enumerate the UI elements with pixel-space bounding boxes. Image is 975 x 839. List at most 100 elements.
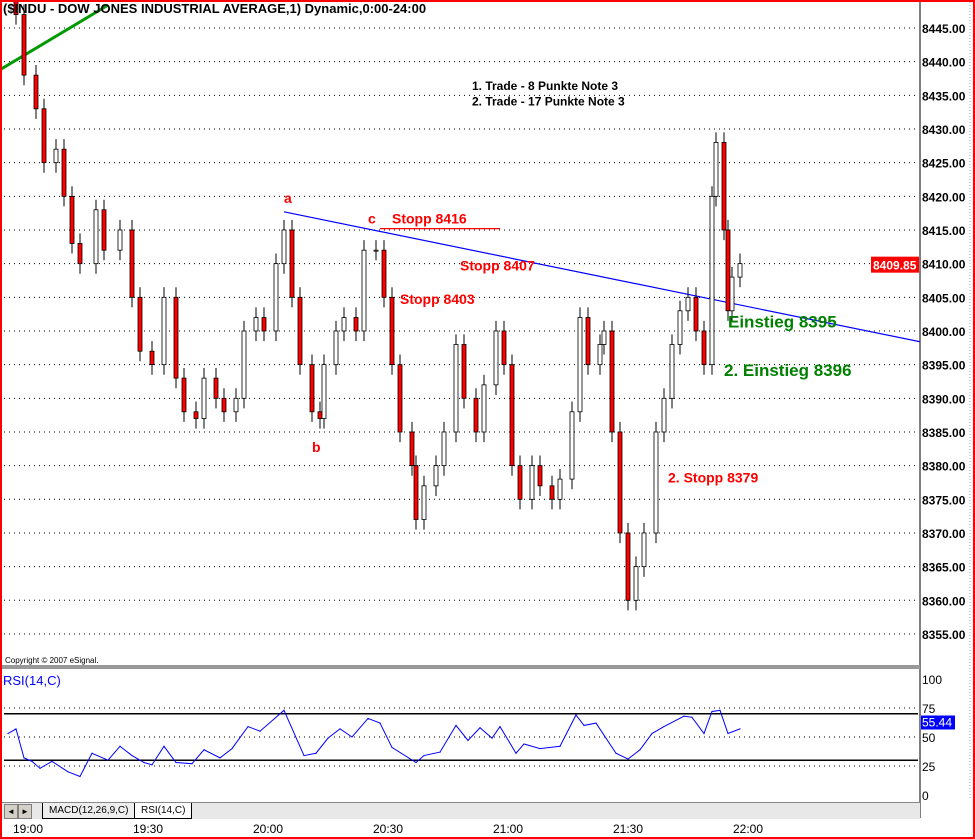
rsi-point <box>283 709 285 711</box>
candle <box>617 431 623 534</box>
rsi-point <box>559 745 561 747</box>
rsi-point <box>691 716 693 718</box>
rsi-point <box>119 745 121 747</box>
y-tick-label: 8375.00 <box>922 493 966 507</box>
x-tick-label: 20:30 <box>373 822 403 836</box>
scroll-right-icon[interactable]: ► <box>18 804 32 819</box>
rsi-point <box>315 752 317 754</box>
candle <box>101 209 107 251</box>
candle <box>661 397 667 433</box>
rsi-value-label: 55.44 <box>922 716 952 730</box>
candle <box>433 465 439 487</box>
rsi-point <box>151 764 153 766</box>
panel-divider <box>2 665 920 669</box>
rsi-point <box>491 737 493 739</box>
y-tick-label: 8390.00 <box>922 392 966 406</box>
candle <box>569 411 575 480</box>
annotation: Einstieg 8395 <box>728 313 837 332</box>
y-tick-label: 8435.00 <box>922 89 966 103</box>
x-tick-label: 21:00 <box>493 822 523 836</box>
rsi-point <box>523 743 525 745</box>
rsi-point <box>247 725 249 728</box>
rsi-line <box>7 709 741 778</box>
annotation: Stopp 8416 <box>392 210 467 226</box>
rsi-tick-label: 100 <box>922 673 942 687</box>
rsi-point <box>415 761 417 764</box>
candle <box>677 310 683 345</box>
candle <box>473 397 479 433</box>
candle <box>441 431 447 467</box>
rsi-point <box>515 752 517 754</box>
candle <box>585 317 591 366</box>
annotation: Stopp 8403 <box>400 291 475 307</box>
candle <box>729 276 735 312</box>
trendline <box>283 211 921 343</box>
y-tick-label: 8405.00 <box>922 291 966 305</box>
rsi-point <box>203 749 205 751</box>
rsi-point <box>23 757 25 759</box>
rsi-point <box>391 746 393 749</box>
y-tick-label: 8430.00 <box>922 123 966 137</box>
rsi-tick-label: 0 <box>922 789 929 803</box>
rsi-point <box>651 732 653 735</box>
candle <box>725 229 731 312</box>
candle <box>413 465 419 520</box>
rsi-point <box>219 757 221 759</box>
rsi-point <box>259 730 261 732</box>
candle <box>721 142 727 231</box>
rsi-point <box>191 763 193 765</box>
rsi-point <box>575 714 577 716</box>
copyright: Copyright © 2007 eSignal. <box>5 656 99 665</box>
annotation: 2. Trade - 17 Punkte Note 3 <box>472 94 625 108</box>
candle <box>149 350 155 366</box>
candle <box>517 465 523 500</box>
candle <box>69 195 75 244</box>
candle <box>173 296 179 379</box>
candle <box>61 148 67 197</box>
rsi-point <box>231 748 233 750</box>
rsi-point <box>615 752 617 754</box>
candle <box>297 296 303 366</box>
rsi-point <box>703 732 705 735</box>
last-price-label: 8409.85 <box>873 259 917 273</box>
scroll-left-icon[interactable]: ◄ <box>4 804 18 819</box>
rsi-point <box>339 728 341 730</box>
x-tick-label: 20:00 <box>253 822 283 836</box>
y-tick-label: 8365.00 <box>922 561 966 575</box>
rsi-tick-label: 75 <box>922 702 936 716</box>
rsi-point <box>15 728 17 730</box>
candle <box>737 263 743 278</box>
candle <box>161 296 167 366</box>
candle <box>129 229 135 298</box>
candle <box>481 384 487 433</box>
rsi-value-box <box>921 715 955 730</box>
rsi-point <box>379 722 381 724</box>
candle <box>341 317 347 332</box>
candle <box>289 229 295 298</box>
rsi-point <box>327 737 329 739</box>
rsi-point <box>423 754 425 757</box>
candle <box>317 411 323 419</box>
candle <box>261 317 267 332</box>
candle <box>493 330 499 386</box>
rsi-point <box>711 710 713 713</box>
rsi-point <box>663 725 665 728</box>
candle <box>389 296 395 366</box>
rsi-point <box>595 722 597 724</box>
rsi-point <box>719 709 721 711</box>
y-tick-label: 8360.00 <box>922 594 966 608</box>
tab-rsi[interactable]: RSI(14,C) <box>134 803 193 819</box>
candle <box>409 431 415 467</box>
candle <box>181 377 187 413</box>
annotation: a <box>284 190 292 206</box>
rsi-point <box>479 727 481 729</box>
candle <box>609 330 615 433</box>
x-tick-label: 22:00 <box>733 822 763 836</box>
rsi-point <box>107 759 109 761</box>
candle <box>21 14 27 76</box>
candle <box>221 397 227 413</box>
x-tick-label: 19:00 <box>13 822 43 836</box>
tab-macd[interactable]: MACD(12,26,9,C) <box>42 803 136 819</box>
rsi-point <box>51 760 53 762</box>
